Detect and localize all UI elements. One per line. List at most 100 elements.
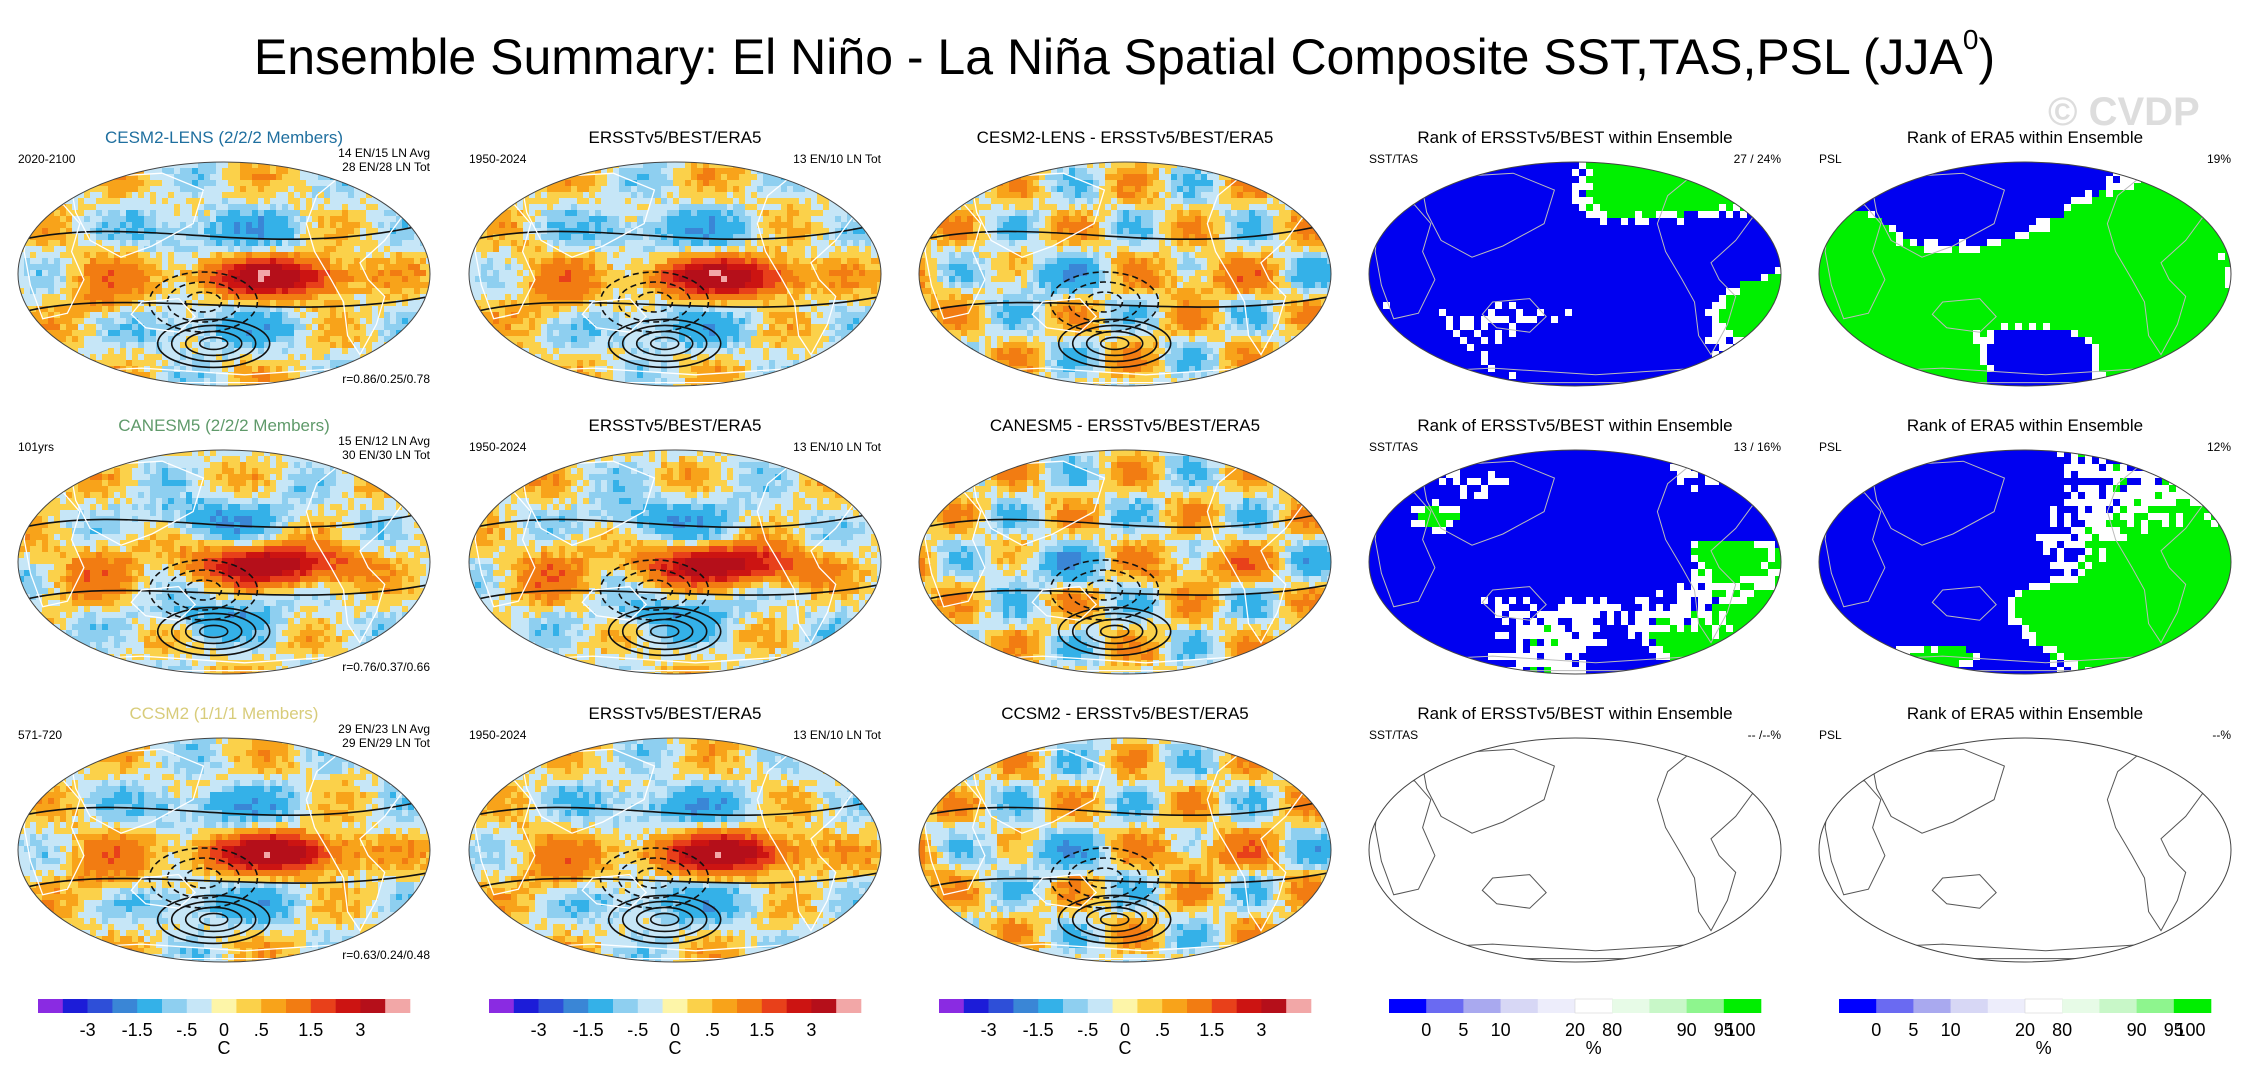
colorbar-swatch bbox=[2173, 999, 2212, 1013]
psl-contours bbox=[469, 222, 881, 369]
colorbar-tick-label: 3 bbox=[806, 1020, 816, 1040]
psl-contours bbox=[469, 798, 881, 945]
colorbar-swatch bbox=[87, 999, 113, 1013]
period-label: 2020-2100 bbox=[18, 152, 75, 166]
composite-count-avg: 29 EN/23 LN Avg bbox=[338, 722, 430, 736]
colorbar-unit: % bbox=[2036, 1038, 2052, 1058]
colorbar-tick-label: -.5 bbox=[627, 1020, 648, 1040]
obs-count-label: 13 EN/10 LN Tot bbox=[793, 728, 881, 742]
colorbar-swatch bbox=[1612, 999, 1650, 1013]
model-label: CESM2-LENS (2/2/2 Members) bbox=[0, 128, 474, 148]
colorbar-tick-label: 1.5 bbox=[749, 1020, 774, 1040]
colorbar-swatch bbox=[211, 999, 237, 1013]
psl-contours bbox=[919, 222, 1331, 369]
colorbar-swatch bbox=[2099, 999, 2137, 1013]
colorbar-swatch bbox=[963, 999, 989, 1013]
colorbar-swatch bbox=[1137, 999, 1163, 1013]
colorbar-swatch bbox=[1063, 999, 1089, 1013]
colorbar-swatch bbox=[1463, 999, 1501, 1013]
colorbar-swatch bbox=[1013, 999, 1039, 1013]
map-panel-r3-c1 bbox=[17, 737, 431, 963]
colorbar-swatch bbox=[513, 999, 539, 1013]
map-panel-r1-c5 bbox=[1818, 161, 2232, 387]
colorbar-unit: C bbox=[1119, 1038, 1132, 1058]
map-outline bbox=[17, 161, 431, 387]
map-field bbox=[18, 450, 430, 674]
colorbar-tick-label: 100 bbox=[1726, 1020, 1756, 1040]
obs-title: ERSSTv5/BEST/ERA5 bbox=[425, 704, 925, 724]
rank-var-label: SST/TAS bbox=[1369, 152, 1418, 166]
colorbar-swatch bbox=[786, 999, 812, 1013]
colorbar-unit: % bbox=[1586, 1038, 1602, 1058]
colorbar-swatch bbox=[1500, 999, 1539, 1013]
map-panel-r2-c4 bbox=[1368, 449, 1782, 675]
map-outline bbox=[918, 737, 1332, 963]
diverging-colorbar: -3 -1.5 -.5 0 .5 1.5 3 C bbox=[939, 999, 1312, 1058]
colorbar-tick-label: 95 bbox=[2164, 1020, 2184, 1040]
map-field bbox=[919, 450, 1331, 674]
map-panel-r1-c3 bbox=[918, 161, 1332, 387]
colorbar-tick-label: 20 bbox=[2015, 1020, 2035, 1040]
colorbar-swatch bbox=[538, 999, 564, 1013]
colorbar-tick-label: 3 bbox=[1256, 1020, 1266, 1040]
colorbar-swatch bbox=[1950, 999, 1989, 1013]
colorbar-swatch bbox=[1426, 999, 1464, 1013]
colorbar-swatch bbox=[1686, 999, 1725, 1013]
colorbar-tick-label: -1.5 bbox=[573, 1020, 604, 1040]
map-outline bbox=[1368, 449, 1782, 675]
diff-title: CESM2-LENS - ERSSTv5/BEST/ERA5 bbox=[875, 128, 1375, 148]
colorbar-swatch bbox=[1649, 999, 1687, 1013]
colorbar-swatch bbox=[939, 999, 965, 1013]
period-label: 101yrs bbox=[18, 440, 54, 454]
colorbar-tick-label: 1.5 bbox=[1199, 1020, 1224, 1040]
colorbar-swatch bbox=[1038, 999, 1064, 1013]
colorbar-swatch bbox=[385, 999, 411, 1013]
rank-sst-title: Rank of ERSSTv5/BEST within Ensemble bbox=[1325, 416, 1825, 436]
colorbar-swatch bbox=[1236, 999, 1262, 1013]
colorbar-swatch bbox=[563, 999, 589, 1013]
rank-value: 13 / 16% bbox=[1734, 440, 1781, 454]
colorbar-tick-label: 5 bbox=[1458, 1020, 1468, 1040]
watermark: © CVDP bbox=[2048, 90, 2200, 135]
colorbar-tick-label: 1.5 bbox=[298, 1020, 323, 1040]
psl-contours bbox=[919, 510, 1331, 657]
colorbar-tick-label: 90 bbox=[2127, 1020, 2147, 1040]
map-panel-r1-c1 bbox=[17, 161, 431, 387]
psl-contours bbox=[18, 510, 430, 657]
colorbar-tick-label: 0 bbox=[219, 1020, 229, 1040]
colorbar-swatch bbox=[62, 999, 88, 1013]
colorbar-tick-label: 100 bbox=[2176, 1020, 2206, 1040]
colorbar-tick-label: 20 bbox=[1565, 1020, 1585, 1040]
model-label: CCSM2 (1/1/1 Members) bbox=[0, 704, 474, 724]
colorbar-tick-label: -3 bbox=[981, 1020, 997, 1040]
map-outline bbox=[1818, 737, 2232, 963]
pattern-correlation: r=0.86/0.25/0.78 bbox=[342, 372, 430, 386]
map-outline bbox=[17, 737, 431, 963]
map-panel-r2-c3 bbox=[918, 449, 1332, 675]
colorbar-tick-label: 0 bbox=[1120, 1020, 1130, 1040]
colorbar-swatch bbox=[1913, 999, 1951, 1013]
colorbar-swatch bbox=[1261, 999, 1287, 1013]
colorbar-swatch bbox=[186, 999, 212, 1013]
rank-value: --% bbox=[2212, 728, 2231, 742]
colorbar-swatch bbox=[687, 999, 713, 1013]
colorbar-swatch bbox=[1987, 999, 2026, 1013]
map-field bbox=[1369, 738, 1781, 962]
colorbar-swatch bbox=[1537, 999, 1576, 1013]
colorbar-swatch bbox=[137, 999, 163, 1013]
rank-sst-title: Rank of ERSSTv5/BEST within Ensemble bbox=[1325, 128, 1825, 148]
colorbar-swatch bbox=[988, 999, 1014, 1013]
colorbar-swatch bbox=[1187, 999, 1213, 1013]
colorbar-swatch bbox=[310, 999, 336, 1013]
map-field bbox=[469, 738, 881, 962]
rank-var-label: PSL bbox=[1819, 440, 1842, 454]
colorbar-tick-label: 80 bbox=[1602, 1020, 1622, 1040]
map-outline bbox=[468, 161, 882, 387]
colorbar-swatch bbox=[637, 999, 663, 1013]
colorbar-tick-label: 0 bbox=[1421, 1020, 1431, 1040]
rank-value: 19% bbox=[2207, 152, 2231, 166]
map-panel-r3-c3 bbox=[918, 737, 1332, 963]
colorbar-tick-label: 95 bbox=[1714, 1020, 1734, 1040]
colorbar-swatch bbox=[286, 999, 312, 1013]
